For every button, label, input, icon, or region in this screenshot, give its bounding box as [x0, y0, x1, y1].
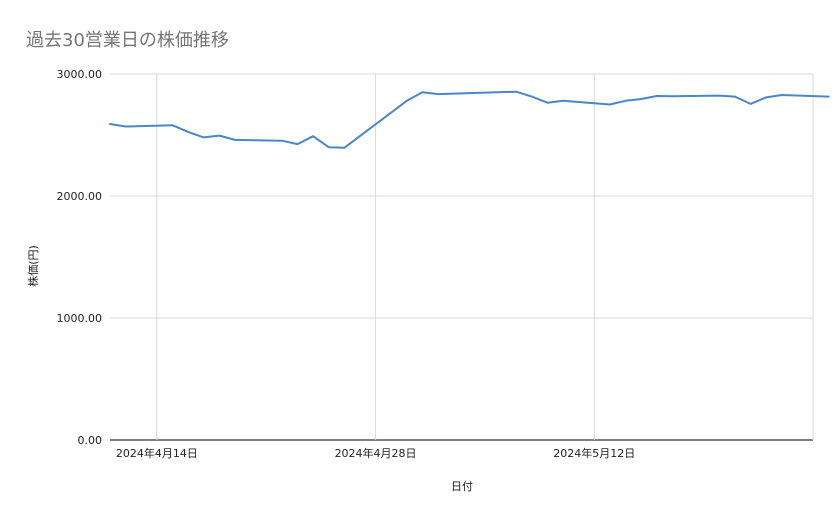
y-tick-labels: 0.00 1000.00 2000.00 3000.00 — [57, 68, 103, 447]
data-point — [718, 95, 720, 97]
x-axis-label: 日付 — [451, 480, 473, 493]
data-point — [781, 94, 783, 96]
y-tick-label: 1000.00 — [57, 312, 103, 325]
data-point — [203, 136, 205, 138]
chart-title: 過去30営業日の株価推移 — [26, 30, 229, 51]
data-point — [750, 103, 752, 105]
data-point — [828, 96, 830, 98]
data-point — [421, 91, 423, 93]
data-point — [406, 100, 408, 102]
data-point — [765, 96, 767, 98]
data-point — [437, 93, 439, 95]
data-point — [546, 102, 548, 104]
data-point — [109, 123, 111, 125]
data-point — [297, 143, 299, 145]
data-point — [312, 135, 314, 137]
data-point — [531, 96, 533, 98]
x-gridlines — [156, 74, 814, 440]
data-point — [234, 139, 236, 141]
x-tick-label: 2024年4月14日 — [116, 446, 198, 460]
y-tick-label: 0.00 — [78, 434, 103, 447]
y-gridlines — [110, 73, 813, 441]
data-point — [625, 100, 627, 102]
y-axis-label: 株価(円) — [26, 245, 40, 287]
data-point — [328, 146, 330, 148]
x-tick-label: 2024年4月28日 — [335, 446, 417, 460]
data-point — [656, 95, 658, 97]
data-point — [609, 104, 611, 106]
data-point — [671, 95, 673, 97]
data-point — [172, 124, 174, 126]
x-tick-label: 2024年5月12日 — [553, 446, 635, 460]
data-point — [218, 135, 220, 137]
data-point — [343, 147, 345, 149]
data-point — [640, 98, 642, 100]
series-line — [109, 90, 830, 149]
x-tick-labels: 2024年4月14日 2024年4月28日 2024年5月12日 — [116, 446, 635, 460]
data-point — [562, 100, 564, 102]
data-point — [187, 131, 189, 133]
y-tick-label: 3000.00 — [57, 68, 103, 81]
series-points — [109, 91, 830, 149]
data-point — [281, 140, 283, 142]
y-tick-label: 2000.00 — [57, 190, 103, 203]
data-point — [515, 91, 517, 93]
data-point — [125, 126, 127, 128]
data-point — [734, 96, 736, 98]
